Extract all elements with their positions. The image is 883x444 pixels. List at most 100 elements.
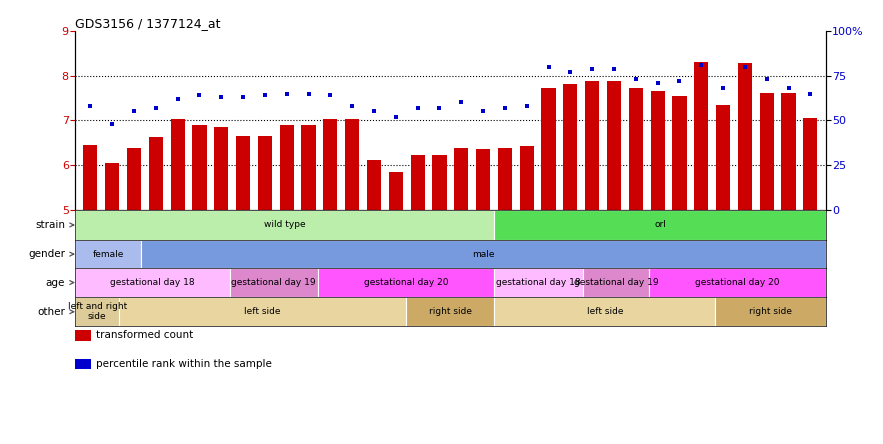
Point [454, 99, 468, 106]
Bar [716, 105, 730, 210]
Point [651, 79, 665, 87]
Bar [585, 81, 600, 210]
Text: gestational day 18: gestational day 18 [496, 278, 581, 287]
Point [258, 92, 272, 99]
Point [738, 63, 752, 70]
Bar [563, 84, 577, 210]
Bar [280, 125, 294, 210]
Bar [105, 163, 119, 210]
Bar [83, 145, 97, 210]
Bar [607, 81, 621, 210]
Point [694, 61, 708, 68]
Point [563, 68, 577, 75]
Bar [454, 148, 468, 210]
Point [585, 65, 600, 72]
Text: gender: gender [28, 249, 65, 259]
Point [192, 92, 207, 99]
Text: transformed count: transformed count [96, 330, 193, 340]
Text: gestational day 20: gestational day 20 [364, 278, 449, 287]
Text: age: age [46, 278, 65, 288]
Bar [476, 149, 490, 210]
Point [105, 120, 119, 127]
Bar [170, 119, 185, 210]
Bar [345, 119, 359, 210]
Bar [694, 62, 708, 210]
Bar [715, 297, 826, 326]
Point [301, 90, 315, 97]
Bar [318, 268, 494, 297]
Bar [258, 136, 272, 210]
Bar [75, 268, 230, 297]
Point [759, 76, 774, 83]
Point [148, 104, 162, 111]
Point [433, 104, 447, 111]
Bar [75, 210, 494, 240]
Bar [759, 93, 774, 210]
Point [716, 85, 730, 92]
Point [781, 85, 796, 92]
Point [411, 104, 425, 111]
Bar [541, 88, 555, 210]
Bar [651, 91, 665, 210]
Text: other: other [37, 307, 65, 317]
Text: female: female [93, 250, 124, 259]
Bar [75, 240, 141, 268]
Bar [119, 297, 406, 326]
Text: gestational day 18: gestational day 18 [110, 278, 194, 287]
Point [127, 108, 141, 115]
Bar [738, 63, 752, 210]
Bar [498, 148, 512, 210]
Text: gestational day 19: gestational day 19 [231, 278, 316, 287]
Bar [192, 125, 207, 210]
Text: left side: left side [586, 307, 623, 316]
Point [476, 108, 490, 115]
Text: male: male [472, 250, 494, 259]
Bar [366, 160, 381, 210]
Bar [649, 268, 826, 297]
Bar [230, 268, 318, 297]
Text: left side: left side [245, 307, 281, 316]
Text: percentile rank within the sample: percentile rank within the sample [96, 359, 272, 369]
Point [345, 103, 359, 110]
Point [607, 65, 621, 72]
Bar [406, 297, 494, 326]
Bar [494, 297, 715, 326]
Point [367, 108, 381, 115]
Point [323, 92, 337, 99]
Bar [781, 93, 796, 210]
Bar [323, 119, 337, 210]
Point [215, 94, 229, 101]
Point [541, 63, 555, 70]
Bar [389, 172, 403, 210]
Point [389, 113, 403, 120]
Bar [629, 88, 643, 210]
Text: orl: orl [654, 220, 666, 230]
Bar [215, 127, 229, 210]
Point [170, 95, 185, 103]
Text: GDS3156 / 1377124_at: GDS3156 / 1377124_at [75, 17, 221, 30]
Point [519, 103, 533, 110]
Bar [301, 125, 315, 210]
Text: wild type: wild type [264, 220, 306, 230]
Bar [494, 268, 583, 297]
Text: right side: right side [749, 307, 792, 316]
Bar [672, 96, 686, 210]
Text: gestational day 19: gestational day 19 [574, 278, 658, 287]
Text: strain: strain [35, 220, 65, 230]
Point [280, 90, 294, 97]
Bar [519, 146, 534, 210]
Point [629, 76, 643, 83]
Bar [433, 155, 447, 210]
Bar [75, 297, 119, 326]
Text: gestational day 20: gestational day 20 [695, 278, 780, 287]
Point [498, 104, 512, 111]
Text: left and right
side: left and right side [67, 302, 127, 321]
Point [236, 94, 250, 101]
Bar [127, 148, 141, 210]
Bar [236, 136, 250, 210]
Text: right side: right side [429, 307, 472, 316]
Bar [804, 118, 818, 210]
Bar [411, 155, 425, 210]
Point [83, 103, 97, 110]
Point [672, 78, 686, 85]
